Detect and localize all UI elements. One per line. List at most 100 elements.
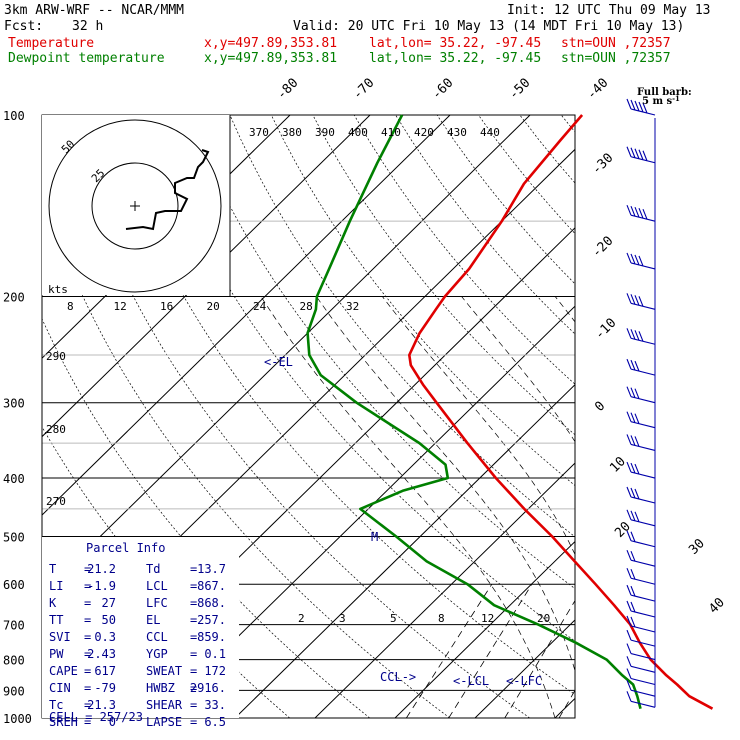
parcel-a-value: 617 [94,664,116,678]
parcel-info-panel: Parcel Info [42,537,239,718]
theta-label-left: 270 [46,495,66,508]
hodograph-speed-label: 12 [114,300,127,313]
wind-barb [626,668,656,686]
wind-barb [626,615,656,633]
forecast-hour: 32 h [72,19,104,34]
wind-barb [626,358,656,376]
parcel-b-value: 2916. [190,681,226,695]
wind-barb [626,584,656,602]
forecast-label: Fcst: [4,19,44,34]
mixing-ratio-label: 12 [481,612,494,625]
parcel-a-value: 0 [109,715,116,729]
dry-adiabat-line [188,115,575,590]
parcel-b-value: 13.7 [197,562,226,576]
xy-readout-temperature: x,y=497.89,353.81 [204,36,338,51]
parcel-b-value: 6.5 [204,715,226,729]
level-markers: <-EL M CCL-> <-LCL <-LFC [264,355,542,688]
dry-adiabat-line [644,115,740,718]
parcel-a-label: LI [49,579,63,593]
dry-adiabat-line [436,115,575,285]
hodograph-ring-inner [91,162,179,250]
parcel-b-label: CCL [146,630,168,644]
wind-barb [626,568,656,585]
theta-label: 370 [249,126,269,139]
parcel-equals: = [190,698,197,712]
parcel-b-label: YGP [146,647,168,661]
m-marker: M [371,530,378,544]
isotherm-label: -50 [506,76,533,103]
barb-legend-line1: Full barb: [637,87,692,98]
isotherm-label: -30 [589,151,616,178]
parcel-b-value: 868. [197,596,226,610]
isotherm-label: 10 [607,454,629,476]
latlon-readout-temperature: lat,lon= 35.22, -97.45 [369,36,542,51]
wind-barb [626,679,656,697]
hodograph-background [42,115,230,295]
isotherm-label: -10 [592,316,619,343]
legend-dewpoint: Dewpoint temperature [8,51,165,66]
isotherm-line [715,115,740,718]
dry-adiabat-line [560,115,575,133]
pressure-label: 400 [3,472,25,486]
isotherm-line [635,115,740,718]
parcel-a-value: 0.3 [94,630,116,644]
hodograph-origin [130,201,140,211]
pressure-label: 100 [3,109,25,123]
pressure-label: 300 [3,397,25,411]
dry-adiabat-line [519,115,575,184]
temperature-profile-line [408,114,714,710]
parcel-b-label: LAPSE [146,715,182,729]
moist-adiabat-line [461,296,575,443]
parcel-b-label: SHEAR [146,698,183,712]
wind-barb [626,293,656,310]
hodograph-trace [125,149,210,231]
parcel-equals: = [84,579,91,593]
mixing-ratio-label: 5 [390,612,397,625]
mixing-ratio-line [558,689,575,718]
dry-adiabat-line [603,115,740,718]
moist-adiabat-line [316,296,575,672]
parcel-equals: = [190,596,197,610]
moist-adiabat-lines [260,296,723,719]
isotherm-label: -40 [584,76,611,103]
wind-barb [626,411,656,429]
isotherm-label: -60 [429,76,456,103]
parcel-a-label: Tc [49,698,63,712]
wind-barb [626,252,656,270]
mixing-ratio-label: 8 [438,612,445,625]
pressure-label: 1000 [3,712,32,726]
station-readout-temperature: stn=OUN ,72357 [561,36,671,51]
mixing-ratio-lines [406,584,575,718]
mixing-ratio-line [448,584,533,718]
moist-adiabat-line [658,297,723,719]
parcel-equals: = [84,613,91,627]
parcel-a-value: -79 [94,681,116,695]
wind-barb [626,691,656,708]
parcel-info-title: Parcel Info [86,541,165,555]
moist-adiabat-line [260,296,556,718]
wind-barb [626,146,656,164]
parcel-equals: = [84,681,91,695]
parcel-a-label: SREH [49,715,78,729]
parcel-a-label: K [49,596,57,610]
parcel-equals: = [190,715,197,729]
isotherm-line [314,462,575,718]
isotherm-label: 30 [686,536,708,558]
wind-barbs [626,98,656,708]
mixing-ratio-label: 3 [339,612,346,625]
wind-barb [626,434,656,451]
parcel-a-value: 2.43 [87,647,116,661]
wind-barb [626,656,656,673]
xy-readout-dewpoint: x,y=497.89,353.81 [204,51,338,66]
wind-barb [626,98,656,116]
isotherm-line [474,619,575,718]
parcel-a-label: PW [49,647,64,661]
hodograph-speed-label: 16 [160,300,173,313]
wind-barb [626,530,656,548]
wind-barb [626,643,656,661]
parcel-cell-readout: CELL = 257/23 [49,710,143,724]
theta-label-left: 280 [46,423,66,436]
isotherm-label: 20 [612,519,634,541]
